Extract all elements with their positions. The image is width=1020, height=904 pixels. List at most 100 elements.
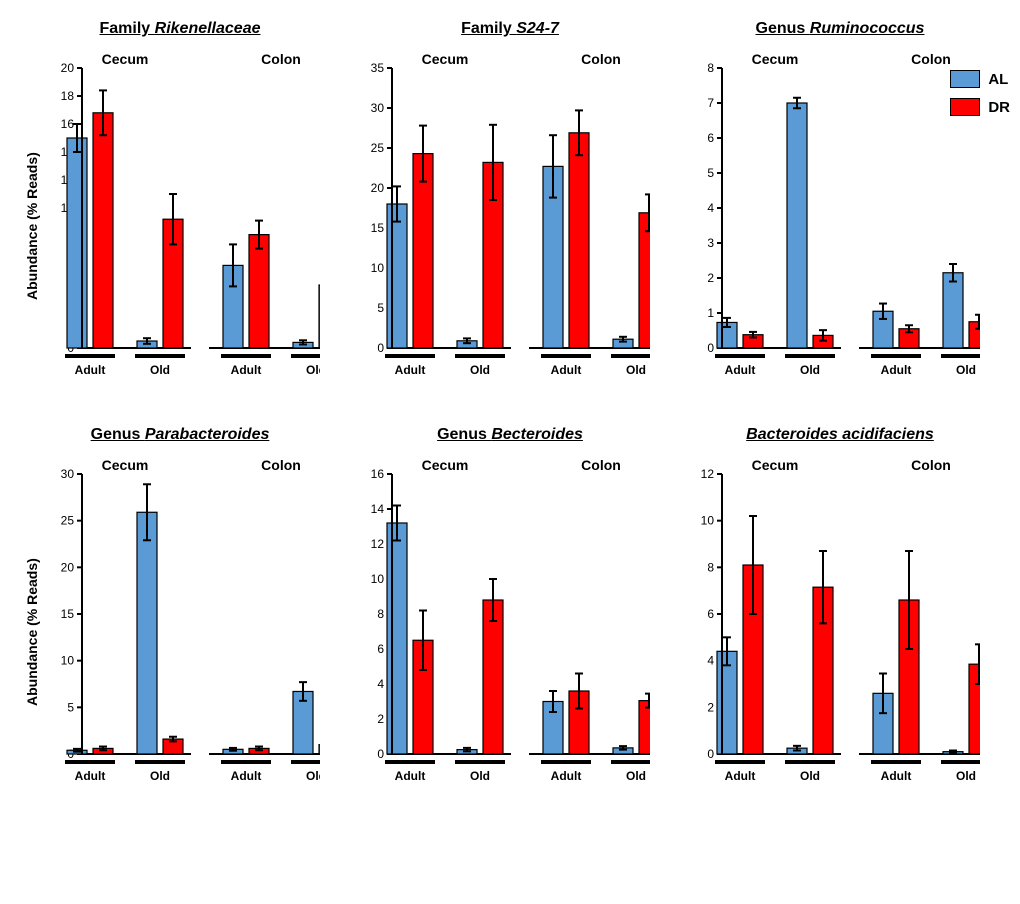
- title-prefix: Genus: [91, 426, 145, 443]
- y-tick-label: 25: [61, 514, 75, 528]
- x-category-label: Old: [306, 363, 320, 377]
- y-tick-label: 10: [371, 572, 385, 586]
- x-category-label: Adult: [395, 769, 426, 783]
- y-tick-label: 5: [707, 166, 714, 180]
- y-tick-label: 16: [61, 117, 75, 131]
- x-category-label: Old: [800, 363, 820, 377]
- panel-title: Genus Parabacteroides: [20, 426, 340, 444]
- bar-al: [387, 523, 407, 754]
- y-tick-label: 8: [707, 560, 714, 574]
- y-tick-label: 20: [61, 61, 75, 75]
- panel-title: Genus Becteroides: [350, 426, 670, 444]
- bar-dr: [483, 600, 503, 754]
- x-category-label: Adult: [75, 769, 106, 783]
- x-category-label: Old: [150, 363, 170, 377]
- y-tick-label: 20: [371, 181, 385, 195]
- title-taxon: Becteroides: [491, 426, 583, 443]
- panel-s24-7: Family S24-705101520253035CecumAdultOldC…: [350, 20, 670, 406]
- legend-label: DR: [988, 99, 1010, 116]
- x-category-label: Old: [626, 363, 646, 377]
- x-category-label: Adult: [231, 363, 262, 377]
- y-tick-label: 4: [707, 654, 714, 668]
- bar-al: [787, 103, 807, 348]
- x-category-label: Old: [150, 769, 170, 783]
- x-category-label: Old: [800, 769, 820, 783]
- y-tick-label: 1: [707, 306, 714, 320]
- y-tick-label: 12: [701, 467, 715, 481]
- y-tick-label: 35: [371, 61, 385, 75]
- y-tick-label: 12: [371, 537, 385, 551]
- y-tick-label: 2: [707, 271, 714, 285]
- title-taxon: Ruminococcus: [810, 20, 925, 37]
- y-tick-label: 0: [377, 341, 384, 355]
- y-axis-label: Abundance (% Reads): [20, 452, 40, 812]
- region-label: Colon: [911, 51, 951, 67]
- panel-ruminococcus: Genus Ruminococcus012345678CecumAdultOld…: [680, 20, 1000, 406]
- y-tick-label: 8: [377, 607, 384, 621]
- x-category-label: Adult: [551, 769, 582, 783]
- chart-svg: 02468101214161820CecumAdultOldColonAdult…: [40, 46, 320, 406]
- region-label: Colon: [261, 51, 301, 67]
- x-category-label: Adult: [231, 769, 262, 783]
- title-taxon: Bacteroides acidifaciens: [746, 426, 934, 443]
- bar-dr: [639, 213, 650, 348]
- bar-al: [67, 138, 87, 348]
- chart-svg: 051015202530CecumAdultOldColonAdultOld: [40, 452, 320, 812]
- bar-dr: [639, 701, 650, 754]
- region-label: Cecum: [102, 51, 149, 67]
- chart-svg: 0246810121416CecumAdultOldColonAdultOld: [350, 452, 650, 812]
- chart: 0246810121416CecumAdultOldColonAdultOld: [350, 452, 670, 812]
- panel-becteroides: Genus Becteroides0246810121416CecumAdult…: [350, 426, 670, 812]
- x-category-label: Old: [956, 769, 976, 783]
- title-taxon: Parabacteroides: [145, 426, 270, 443]
- y-tick-label: 8: [707, 61, 714, 75]
- chart-wrap: Abundance (% Reads)051015202530CecumAdul…: [20, 452, 340, 812]
- x-category-label: Old: [626, 769, 646, 783]
- region-label: Cecum: [752, 457, 799, 473]
- x-category-label: Adult: [395, 363, 426, 377]
- title-taxon: Rikenellaceae: [155, 20, 261, 37]
- x-category-label: Adult: [881, 769, 912, 783]
- chart-wrap: 024681012CecumAdultOldColonAdultOld: [680, 452, 1000, 812]
- region-label: Colon: [581, 457, 621, 473]
- title-prefix: Family: [461, 20, 516, 37]
- y-tick-label: 2: [707, 700, 714, 714]
- y-tick-label: 5: [67, 700, 74, 714]
- x-category-label: Adult: [881, 363, 912, 377]
- x-category-label: Adult: [551, 363, 582, 377]
- bar-dr: [319, 285, 320, 348]
- x-category-label: Adult: [725, 769, 756, 783]
- region-label: Cecum: [102, 457, 149, 473]
- legend-item: DR: [950, 98, 1010, 116]
- y-tick-label: 7: [707, 96, 714, 110]
- y-tick-label: 2: [377, 712, 384, 726]
- region-label: Cecum: [422, 457, 469, 473]
- x-category-label: Old: [306, 769, 320, 783]
- title-taxon: S24-7: [516, 20, 559, 37]
- y-tick-label: 4: [377, 677, 384, 691]
- y-tick-label: 6: [377, 642, 384, 656]
- y-tick-label: 10: [371, 261, 385, 275]
- y-tick-label: 10: [701, 514, 715, 528]
- x-category-label: Adult: [75, 363, 106, 377]
- bar-dr: [413, 154, 433, 348]
- y-tick-label: 14: [371, 502, 385, 516]
- title-prefix: Genus: [437, 426, 491, 443]
- bar-al: [137, 512, 157, 754]
- y-tick-label: 18: [61, 89, 75, 103]
- bar-al: [387, 204, 407, 348]
- y-tick-label: 6: [707, 607, 714, 621]
- region-label: Colon: [261, 457, 301, 473]
- y-tick-label: 30: [61, 467, 75, 481]
- y-tick-label: 4: [707, 201, 714, 215]
- panel-title: Family Rikenellaceae: [20, 20, 340, 38]
- legend-item: AL: [950, 70, 1010, 88]
- bar-dr: [319, 745, 320, 754]
- panel-bacteroides-acidifaciens: Bacteroides acidifaciens024681012CecumAd…: [680, 426, 1000, 812]
- chart-svg: 024681012CecumAdultOldColonAdultOld: [680, 452, 980, 812]
- y-tick-label: 6: [707, 131, 714, 145]
- chart-wrap: 0246810121416CecumAdultOldColonAdultOld: [350, 452, 670, 812]
- chart: 05101520253035CecumAdultOldColonAdultOld: [350, 46, 670, 406]
- y-tick-label: 16: [371, 467, 385, 481]
- y-tick-label: 15: [61, 607, 75, 621]
